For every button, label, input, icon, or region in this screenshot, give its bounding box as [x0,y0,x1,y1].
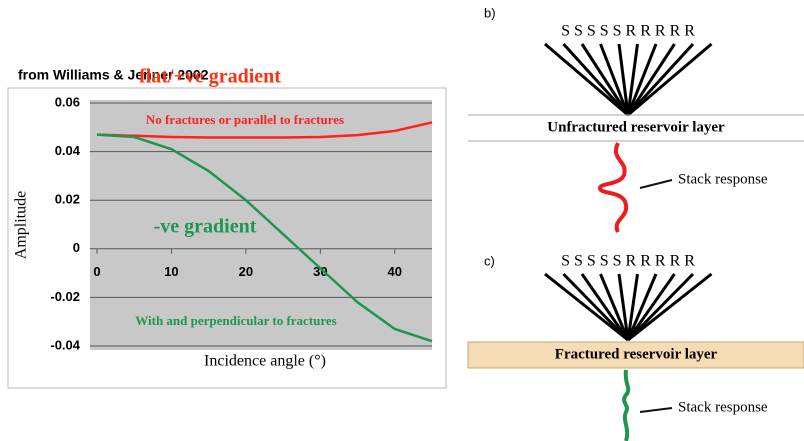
ray [627,42,713,117]
ray [626,43,639,116]
series-label: No fractures or parallel to fractures [146,112,344,127]
ray [626,43,658,116]
arrow [639,179,673,189]
stack-wiggle [597,142,629,233]
fractured-layer [467,341,804,369]
x-tick-label: 0 [93,264,100,279]
x-tick-label: 20 [239,264,253,279]
ray [580,43,630,116]
ray [562,42,630,117]
y-tick-label: -0.04 [50,337,80,352]
y-tick-label: -0.02 [50,289,80,304]
layer-label: Fractured reservoir layer [555,346,718,362]
ray [617,273,630,341]
series-label: With and perpendicular to fractures [135,313,337,328]
series-line [96,121,433,139]
ray [580,273,630,341]
y-tick-label: 0.06 [55,94,80,109]
response-label: Stack response [678,399,768,415]
source: from Williams & Jenner 2002 [18,67,209,83]
x-axis-label: Incidence angle (°) [204,353,326,370]
y-tick-label: 0.02 [55,192,80,207]
ray [599,43,630,116]
response-label: Stack response [678,171,768,187]
x-tick-label: 40 [388,264,402,279]
ray-fan [544,42,713,117]
ray [562,272,630,342]
x-tick-label: 10 [164,264,178,279]
ray [544,42,629,117]
ray-fan [544,272,713,342]
ray [627,272,713,342]
ray [599,273,630,341]
annotation: -ve gradient [154,216,257,238]
ray [626,272,695,342]
y-tick-label: 0.04 [55,143,81,158]
arrow [639,407,673,413]
ray [626,273,639,341]
ray [626,42,695,117]
layer-label: Unfractured reservoir layer [547,119,725,135]
ray [544,272,629,342]
series-line [96,133,433,343]
ray [626,273,658,341]
ray [626,273,676,341]
ray [626,43,676,116]
x-tick-label: 30 [313,264,327,279]
y-axis-label: Amplitude [13,191,30,259]
sources: SSSSSRRRRR [561,23,699,40]
ray [617,43,630,116]
stack-wiggle [622,369,631,441]
panel-label: b) [484,5,496,20]
panel-label: c) [484,253,495,268]
sources: SSSSSRRRRR [561,253,699,270]
y-tick-label: 0 [73,240,80,255]
annotation: flat/+ve gradient [139,66,281,88]
